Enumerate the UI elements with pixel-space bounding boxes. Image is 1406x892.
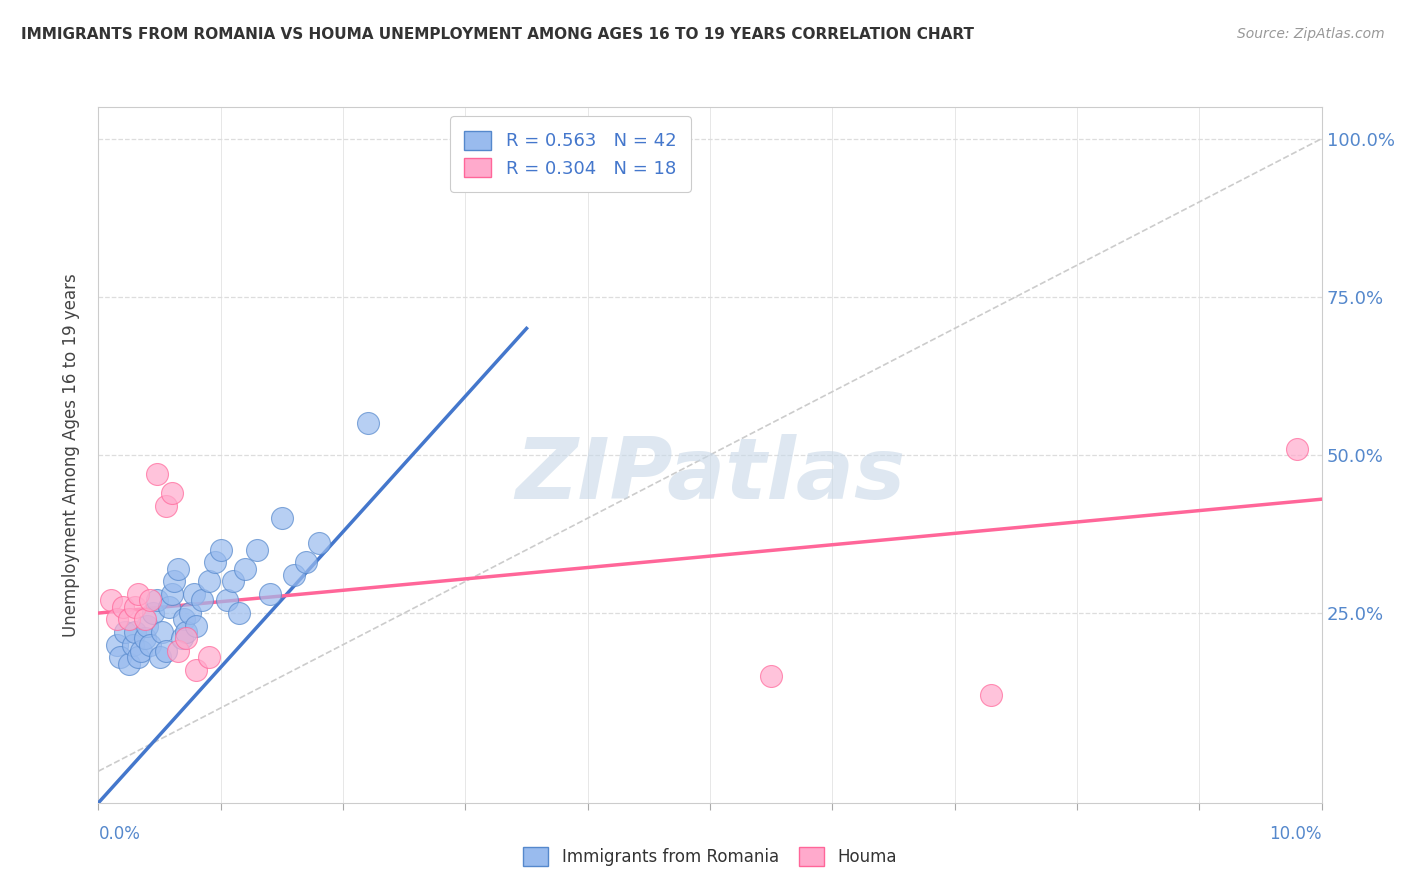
Point [491,138,513,153]
Point [179,606,201,620]
Text: 10.0%: 10.0% [1270,825,1322,843]
Point [1286,442,1309,456]
Point [129,644,152,658]
Point [283,568,305,582]
Point [121,638,143,652]
Point [118,657,141,671]
Point [136,618,159,632]
Point [356,417,378,431]
Point [215,593,238,607]
Text: Source: ZipAtlas.com: Source: ZipAtlas.com [1237,27,1385,41]
Point [160,486,183,500]
Point [149,650,172,665]
Point [124,625,146,640]
Point [197,574,219,589]
Point [160,587,183,601]
Legend: Immigrants from Romania, Houma: Immigrants from Romania, Houma [515,839,905,874]
Text: IMMIGRANTS FROM ROMANIA VS HOUMA UNEMPLOYMENT AMONG AGES 16 TO 19 YEARS CORRELAT: IMMIGRANTS FROM ROMANIA VS HOUMA UNEMPLO… [21,27,974,42]
Point [111,599,134,614]
Point [176,632,198,646]
Point [191,593,214,607]
Point [127,587,149,601]
Point [308,536,330,550]
Point [163,574,186,589]
Point [105,612,128,626]
Point [134,632,156,646]
Text: 0.0%: 0.0% [98,825,141,843]
Point [110,650,132,665]
Point [270,511,294,525]
Y-axis label: Unemployment Among Ages 16 to 19 years: Unemployment Among Ages 16 to 19 years [62,273,80,637]
Point [105,638,128,652]
Point [186,663,208,677]
Point [204,556,226,570]
Point [186,618,208,632]
Point [233,562,256,576]
Point [114,625,136,640]
Point [259,587,281,601]
Point [228,606,250,620]
Point [170,632,193,646]
Point [100,593,122,607]
Point [150,625,173,640]
Point [124,599,146,614]
Point [139,593,162,607]
Point [209,542,232,557]
Point [176,625,198,640]
Point [980,688,1002,702]
Point [146,467,169,481]
Point [146,593,169,607]
Point [118,612,141,626]
Point [155,644,177,658]
Point [155,499,177,513]
Point [167,562,190,576]
Point [157,599,180,614]
Point [761,669,783,683]
Point [134,612,156,626]
Point [246,542,269,557]
Point [127,650,149,665]
Point [139,638,162,652]
Point [222,574,245,589]
Point [183,587,205,601]
Point [142,606,165,620]
Point [167,644,190,658]
Text: ZIPatlas: ZIPatlas [515,434,905,517]
Point [295,556,318,570]
Point [197,650,219,665]
Point [173,612,195,626]
